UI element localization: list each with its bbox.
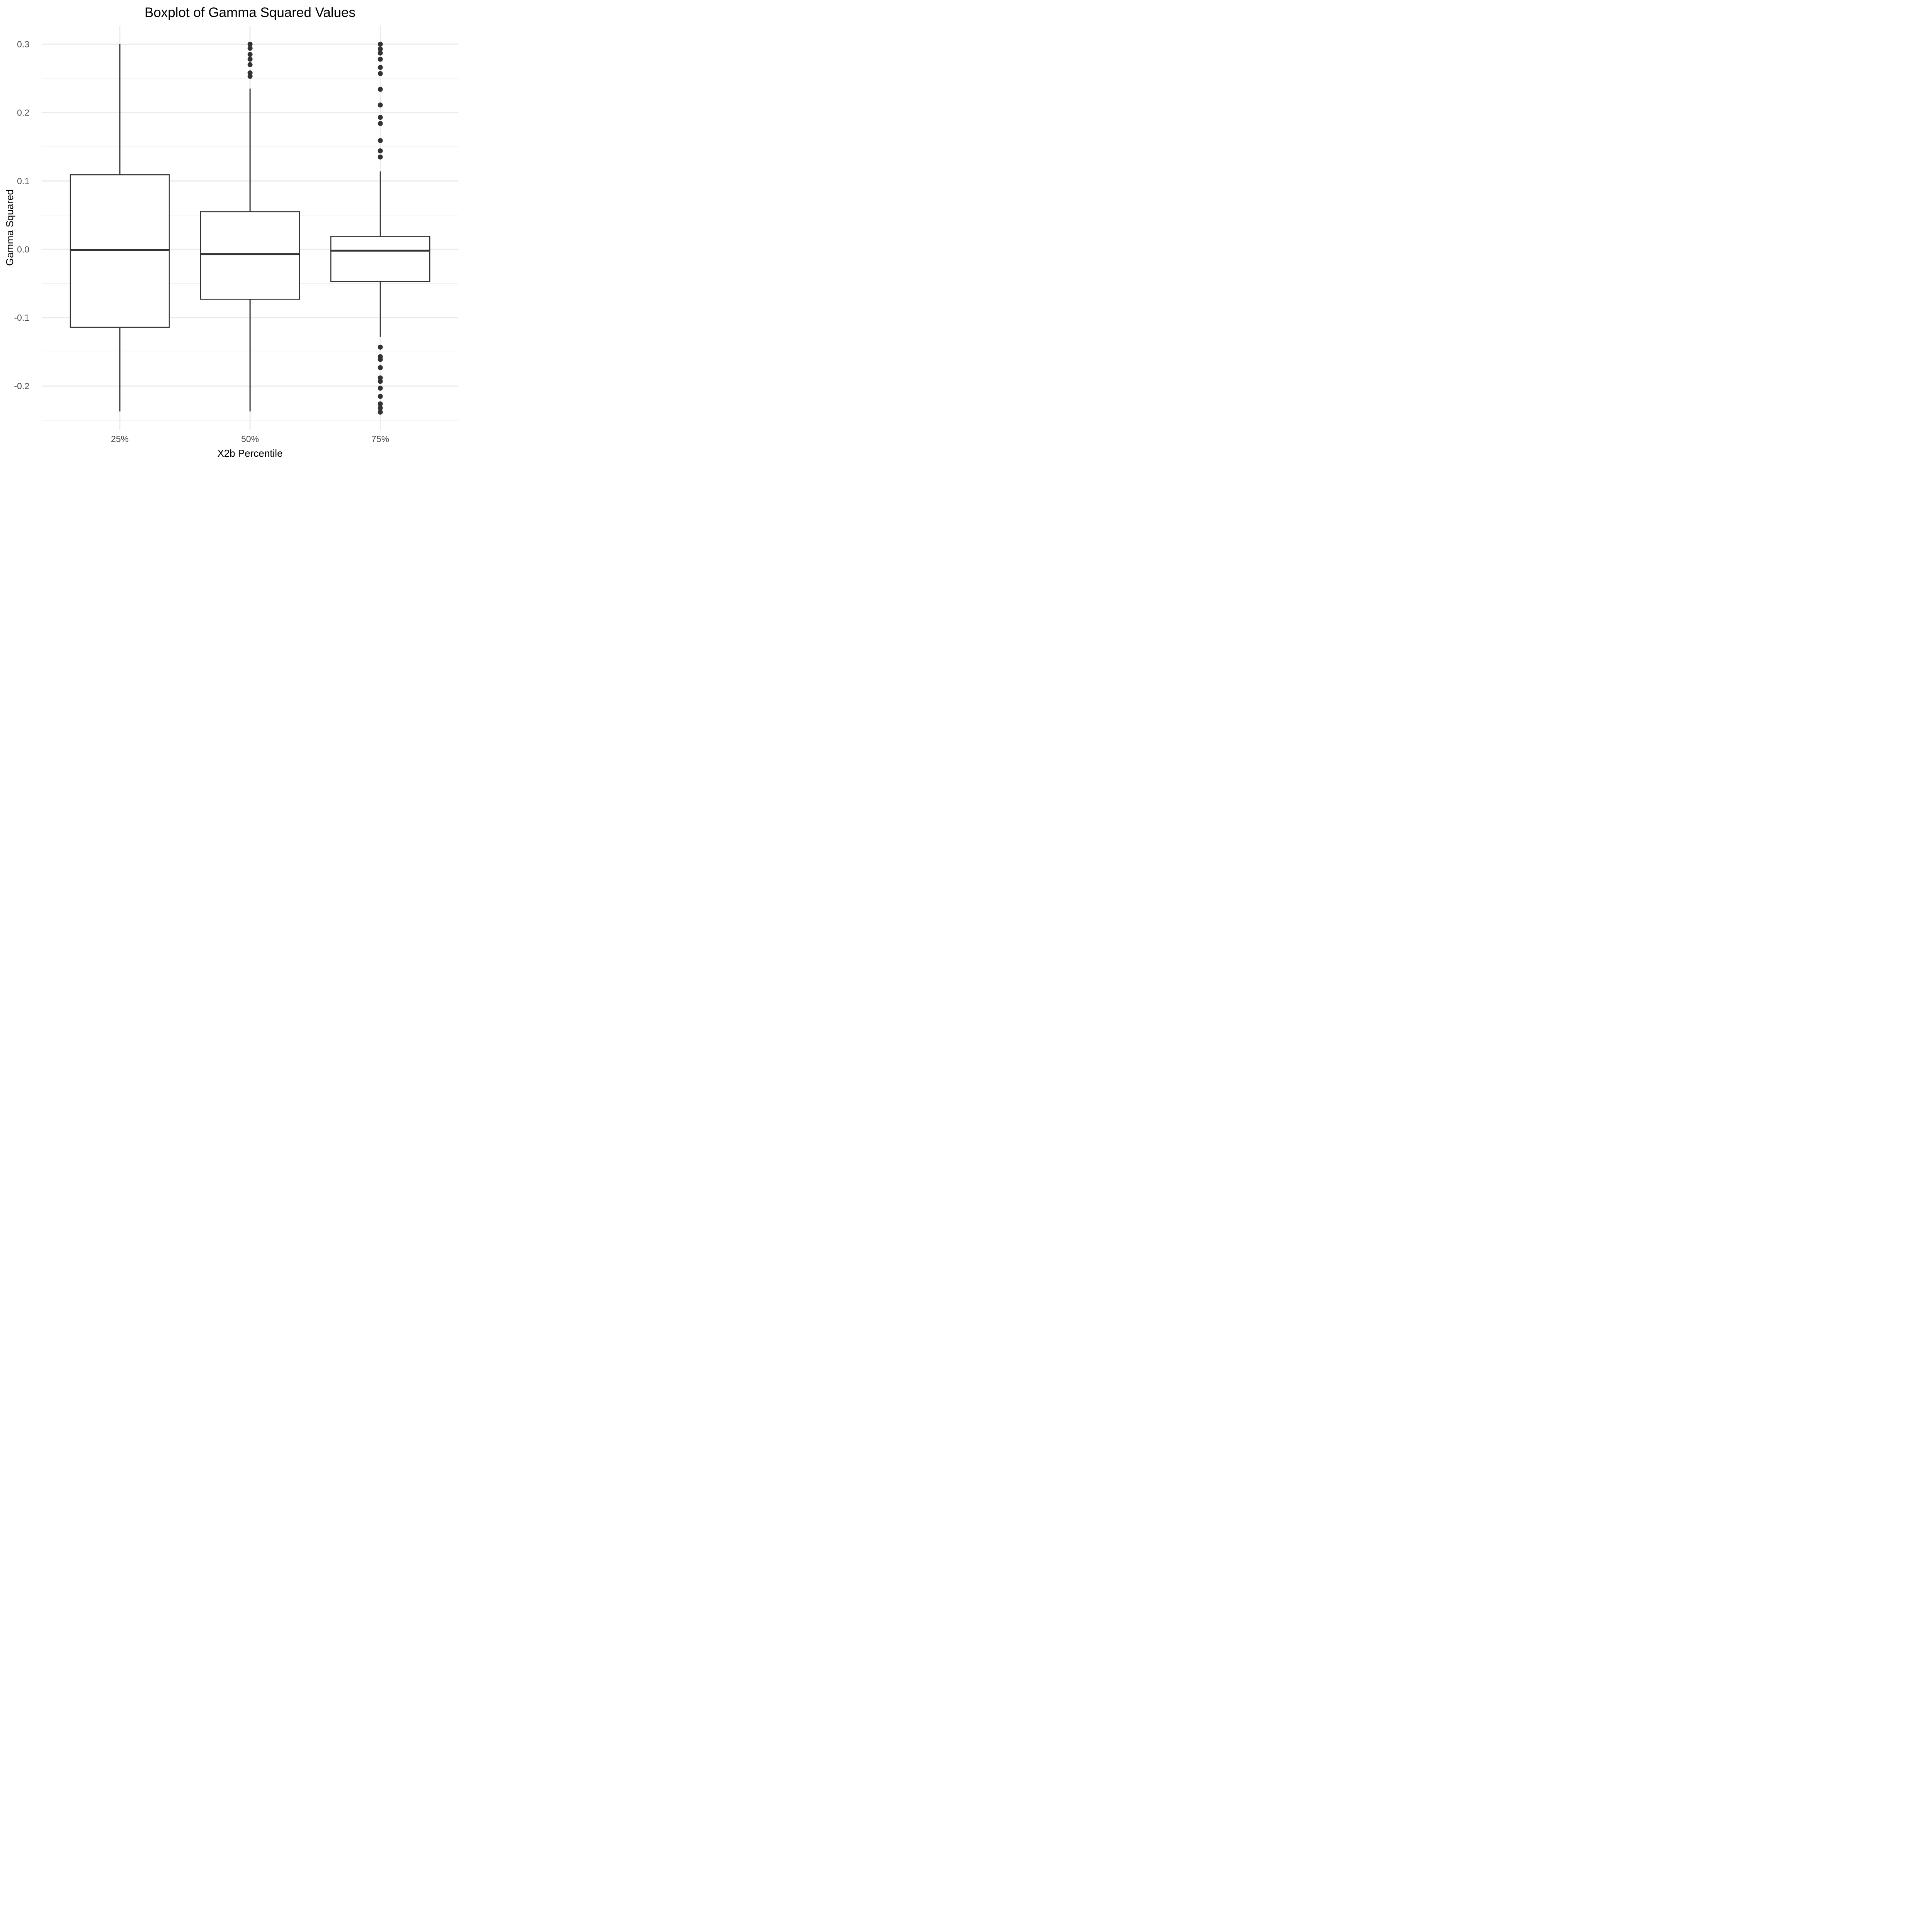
- outlier-dot: [378, 148, 383, 153]
- outlier-dot: [378, 365, 383, 370]
- outlier-dot: [378, 65, 383, 70]
- outlier-dot: [378, 394, 383, 399]
- y-tick-label: 0.3: [17, 39, 29, 49]
- y-tick-label: -0.1: [14, 313, 29, 323]
- outlier-dot: [378, 409, 383, 415]
- y-tick-label: 0.2: [17, 107, 29, 117]
- box-iqr: [200, 211, 300, 300]
- outlier-dot: [378, 87, 383, 92]
- outlier-dot: [378, 71, 383, 76]
- outlier-dot: [378, 379, 383, 384]
- box-iqr: [330, 236, 430, 282]
- x-axis-title: X2b Percentile: [217, 447, 282, 459]
- y-tick-label: 0.0: [17, 244, 29, 254]
- outlier-dot: [378, 405, 383, 411]
- outlier-dot: [247, 46, 253, 51]
- x-tick-label: 25%: [111, 434, 129, 444]
- outlier-dot: [378, 344, 383, 350]
- outlier-dot: [378, 102, 383, 108]
- outlier-dot: [378, 46, 383, 52]
- outlier-dot: [378, 357, 383, 362]
- y-tick-label: 0.1: [17, 176, 29, 186]
- boxplot-chart: 25% 50% 75% 0.3 0.2 0.1 0.0 -0.1 -0.2 Boxplot of…: [4, 5, 459, 459]
- outlier-dot: [378, 154, 383, 160]
- outlier-dot: [378, 56, 383, 62]
- x-tick-label: 75%: [371, 434, 389, 444]
- outlier-dot: [247, 62, 253, 67]
- outlier-dot: [378, 386, 383, 391]
- outlier-dot: [378, 121, 383, 126]
- outlier-dot: [378, 50, 383, 56]
- outlier-dot: [378, 138, 383, 143]
- box-iqr: [70, 174, 170, 328]
- outlier-dot: [378, 115, 383, 120]
- plot-layer: 25% 50% 75% 0.3 0.2 0.1 0.0 -0.1 -0.2: [14, 26, 459, 444]
- x-tick-label: 50%: [241, 434, 259, 444]
- outlier-dot: [247, 56, 253, 62]
- y-axis-title: Gamma Squared: [4, 189, 15, 266]
- y-tick-label: -0.2: [14, 381, 29, 391]
- outlier-dot: [247, 73, 253, 79]
- outlier-dot: [247, 52, 253, 57]
- chart-title: Boxplot of Gamma Squared Values: [145, 5, 355, 20]
- outlier-dot: [247, 41, 253, 47]
- boxplot-figure: 25% 50% 75% 0.3 0.2 0.1 0.0 -0.1 -0.2 Boxplot of…: [0, 0, 464, 464]
- outlier-dot: [378, 401, 383, 406]
- outlier-dot: [378, 41, 383, 47]
